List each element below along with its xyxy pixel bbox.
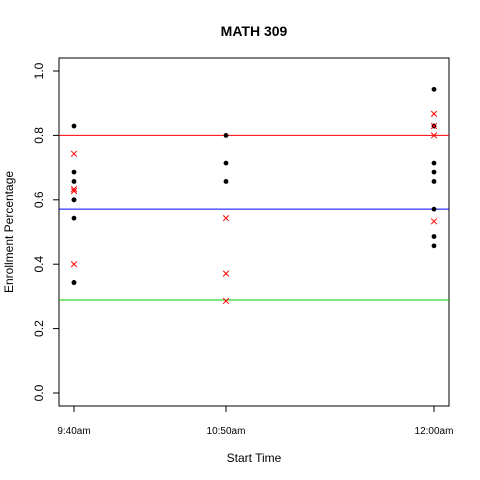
x-axis: 9:40am 10:50am 12:00am [57,406,453,437]
data-point-dot [71,169,77,175]
data-point-dot [431,243,437,249]
y-tick-label: 0.4 [32,256,46,273]
data-point-dot [71,123,77,129]
data-point-dot [431,169,437,175]
data-point-dot [71,215,77,221]
data-point-cross [222,270,230,277]
data-point-cross [222,297,230,305]
data-point-dot [431,206,437,212]
y-axis: 0.0 0.2 0.4 0.6 0.8 1.0 [32,62,59,401]
data-point-dot [431,86,437,92]
x-axis-title: Start Time [227,451,282,465]
x-tick-label: 9:40am [57,426,90,437]
data-points [70,86,438,305]
data-point-cross [70,187,78,195]
x-tick-label: 12:00am [415,426,454,437]
data-point-dot [431,234,437,239]
reference-lines [59,134,449,301]
data-point-dot [223,160,229,166]
data-point-dot [431,179,437,184]
y-tick-label: 0.2 [32,320,46,337]
y-tick-label: 0.8 [32,127,46,144]
data-point-cross [430,110,438,117]
data-point-cross [222,215,230,222]
data-point-dot [71,197,77,203]
data-point-cross [430,218,438,225]
data-point-cross [70,150,78,157]
data-point-dot [431,160,437,166]
data-point-cross [430,132,438,139]
data-point-dot [71,179,77,184]
data-point-cross [430,122,438,130]
y-axis-title: Enrollment Percentage [2,171,16,293]
data-point-cross [70,186,78,193]
chart-title: MATH 309 [221,23,288,39]
data-point-dot [71,280,77,285]
data-point-cross [70,261,78,268]
y-tick-label: 0.6 [32,191,46,208]
y-tick-label: 0.0 [32,384,46,401]
x-tick-label: 10:50am [207,426,246,437]
plot-frame [58,57,450,407]
data-point-dot [223,179,229,184]
data-point-dot [223,133,229,138]
y-tick-label: 1.0 [32,62,46,79]
